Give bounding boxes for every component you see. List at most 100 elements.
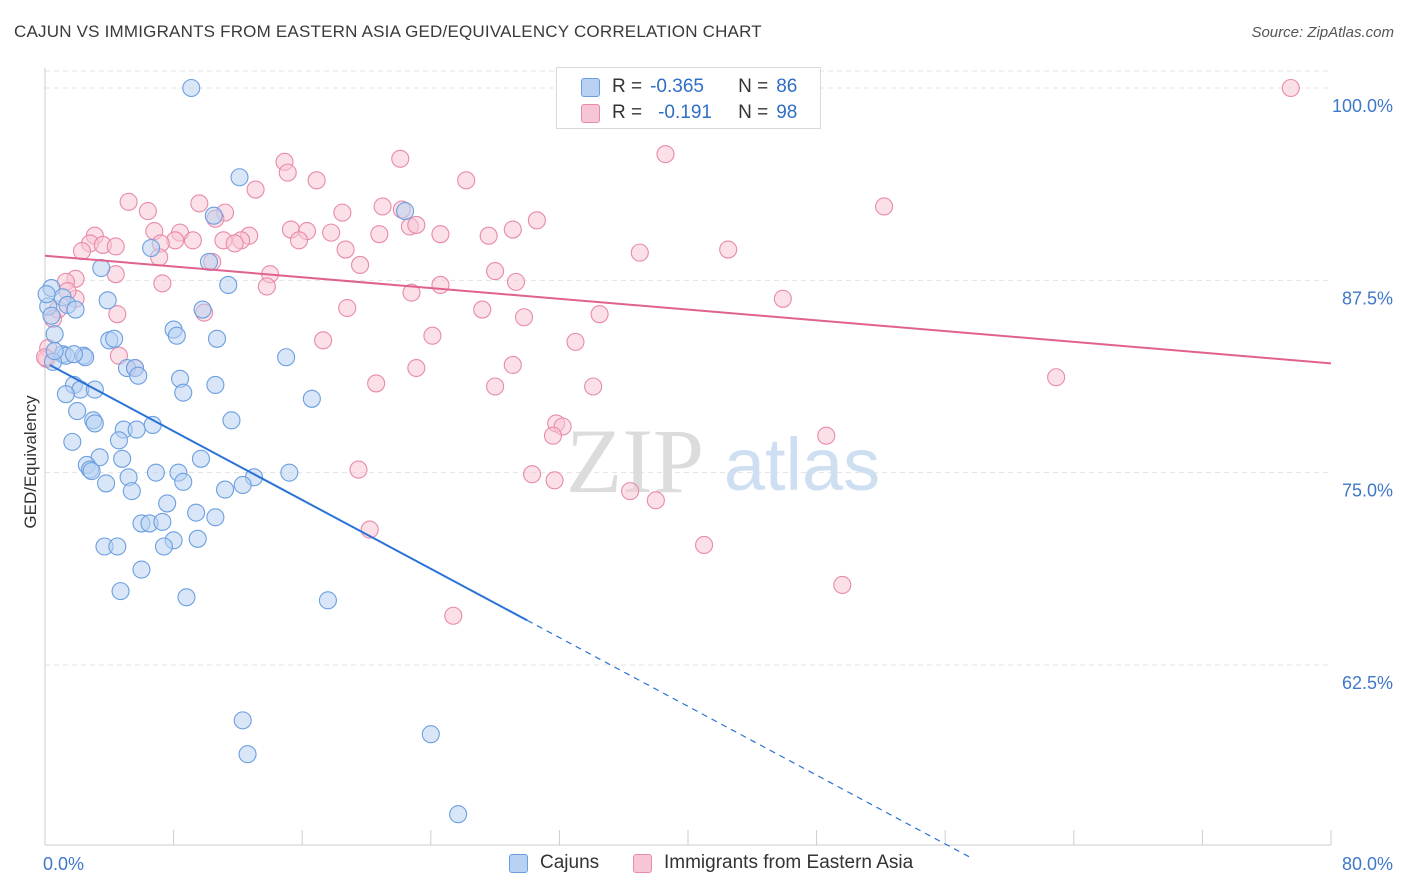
cajuns-point [233, 711, 252, 730]
cajuns-point [63, 432, 82, 451]
stats-row-immigrants: R = -0.191 N = 98 [581, 100, 797, 126]
legend-label-cajuns: Cajuns [540, 852, 600, 873]
cajuns-point [158, 494, 177, 513]
immigrants-point [257, 277, 276, 296]
cajuns-point [98, 291, 117, 310]
cajuns-point [122, 482, 141, 501]
cajuns-point [132, 560, 151, 579]
cajuns-point [182, 78, 201, 98]
cajuns-point [206, 508, 225, 527]
immigrants-point [1281, 78, 1300, 98]
cajuns-point [174, 472, 193, 491]
y-tick-label: 75.0% [1342, 481, 1393, 501]
cajuns-point [318, 591, 337, 610]
immigrants-point [833, 575, 852, 595]
cajuns-point [105, 329, 124, 348]
immigrants-point [503, 355, 522, 375]
immigrants-point [391, 149, 410, 168]
y-axis-title: GED/Equivalency [21, 395, 40, 529]
immigrants-point [402, 283, 421, 302]
chart-title: CAJUN VS IMMIGRANTS FROM EASTERN ASIA GE… [14, 22, 762, 41]
immigrants-point [503, 220, 522, 239]
cajuns-point [219, 275, 238, 294]
cajuns-point [204, 206, 223, 225]
cajuns-point [97, 474, 116, 493]
cajuns-point [68, 402, 87, 421]
immigrants-point [506, 272, 526, 291]
cajuns-point [113, 449, 132, 468]
immigrants-point [431, 225, 450, 244]
grid-lines [45, 70, 1331, 666]
cajuns-point [37, 285, 56, 304]
cajuns-point [215, 480, 235, 499]
cajuns-point [108, 537, 127, 556]
cajuns-point [45, 325, 64, 344]
immigrants-swatch [581, 103, 600, 123]
immigrants-point [367, 374, 386, 393]
immigrants-point [322, 223, 341, 242]
immigrants-point [138, 202, 157, 221]
cajuns-point [146, 463, 165, 482]
cajuns-point [206, 375, 225, 395]
correlation-stats-box: R = -0.365 N = 86 R = -0.191 N = 98 [556, 67, 821, 129]
chart-source: Source: ZipAtlas.com [1251, 24, 1394, 41]
cajuns-point [302, 389, 321, 408]
immigrants-point [590, 305, 609, 324]
immigrants-point [545, 471, 564, 490]
immigrants-point [457, 171, 476, 190]
x-tick-label: 0.0% [43, 854, 84, 874]
immigrants-point [370, 225, 389, 244]
legend-item-immigrants: Immigrants from Eastern Asia [633, 852, 913, 874]
y-tick-label: 100.0% [1332, 96, 1393, 116]
cajuns-points [37, 78, 468, 824]
immigrants-point [119, 192, 138, 211]
cajuns-point [207, 329, 227, 348]
immigrants-point [431, 275, 450, 294]
cajuns-trend-extension [526, 619, 970, 858]
immigrants-point [307, 171, 326, 190]
immigrants-points [35, 78, 1300, 625]
cajuns-point [153, 512, 172, 531]
immigrants-point [407, 358, 426, 378]
cajuns-point [92, 258, 111, 278]
immigrants-point [72, 242, 92, 261]
immigrants-point [351, 255, 370, 274]
cajuns-point [64, 345, 83, 364]
cajuns-point [109, 431, 128, 450]
cajuns-point [154, 537, 174, 556]
immigrants-point [338, 298, 357, 318]
cajuns-trend-line [49, 364, 528, 622]
immigrants-point [278, 163, 297, 182]
immigrants-point [479, 226, 498, 245]
cajuns-point [177, 588, 196, 607]
cajuns-point [222, 411, 241, 430]
cajuns-point [421, 725, 440, 744]
immigrants-point [106, 237, 125, 256]
cajuns-point [277, 348, 296, 367]
n-value: 98 [776, 102, 798, 123]
cajuns-point [111, 582, 130, 601]
immigrants-point [423, 326, 442, 345]
cajuns-point [193, 300, 212, 319]
immigrants-point [190, 194, 209, 213]
watermark-atlas: atlas [724, 423, 880, 506]
immigrants-point [1047, 368, 1066, 387]
immigrants-point [566, 332, 585, 351]
legend-swatch-immigrants [633, 853, 652, 873]
immigrants-point [407, 215, 426, 234]
cajuns-point [230, 168, 249, 187]
immigrants-point [523, 465, 542, 484]
cajuns-point [82, 462, 101, 481]
r-value: -0.365 [650, 76, 704, 97]
r-label: R = [612, 102, 643, 123]
immigrants-point [108, 305, 127, 324]
trend-lines [44, 254, 1332, 858]
immigrants-point [514, 308, 534, 327]
cajuns-point [191, 449, 210, 468]
cajuns-swatch [581, 77, 600, 97]
immigrants-point [183, 231, 202, 250]
cajuns-point [174, 383, 193, 402]
immigrants-point [153, 274, 172, 293]
immigrants-point [646, 491, 665, 510]
